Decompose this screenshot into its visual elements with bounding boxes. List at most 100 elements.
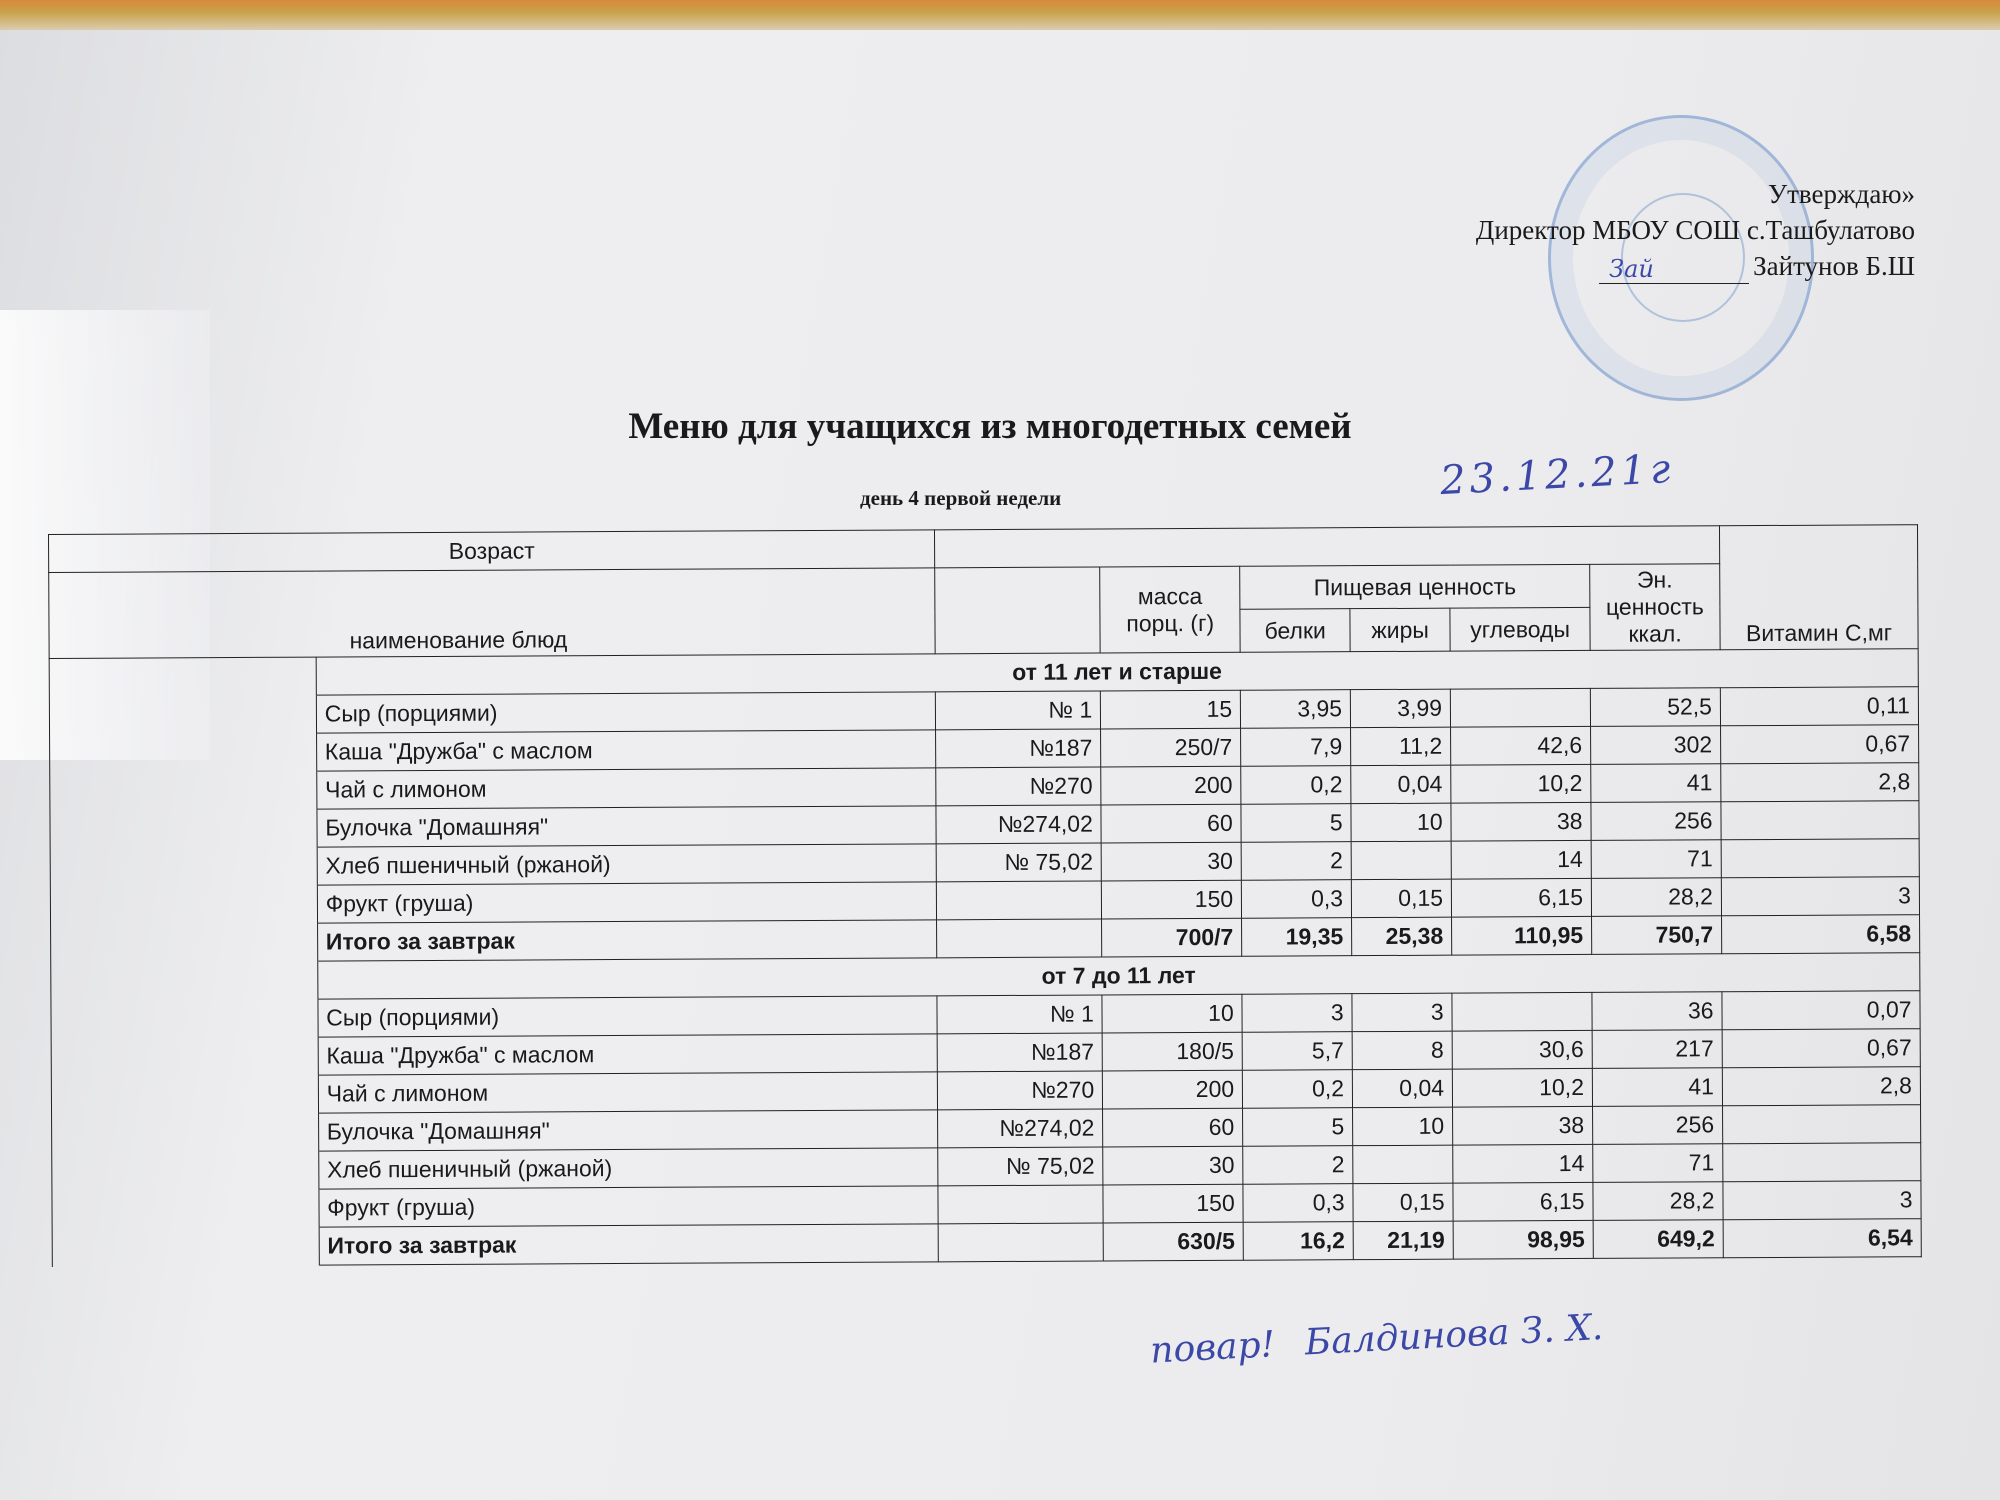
- cell-vitamin-c: 0,67: [1722, 1028, 1921, 1068]
- cell-energy: 71: [1591, 839, 1722, 879]
- header-mass: масса порц. (г): [1099, 566, 1241, 653]
- cell-vitamin-c: 0,67: [1720, 724, 1919, 764]
- cell-protein: 0,3: [1243, 1183, 1354, 1223]
- cell-energy: 28,2: [1592, 1181, 1724, 1221]
- cell-recipe: №274,02: [936, 804, 1102, 844]
- cell-recipe: [938, 1184, 1104, 1224]
- cell-fat: 3: [1352, 993, 1453, 1032]
- cell-name: Сыр (порциями): [317, 995, 938, 1038]
- cell-fat: 0,04: [1350, 765, 1452, 804]
- cell-protein: 5: [1241, 803, 1352, 843]
- cell-fat: 10: [1351, 803, 1452, 842]
- cell-protein: 5: [1242, 1107, 1353, 1147]
- cell-carbs: 10,2: [1452, 1068, 1593, 1108]
- cell-name: Фрукт (груша): [318, 1185, 939, 1228]
- blank-cell: [50, 961, 318, 1001]
- cell-carbs: 98,95: [1453, 1220, 1594, 1260]
- cell-energy: 217: [1592, 1029, 1723, 1069]
- cell-recipe: №187: [935, 728, 1102, 768]
- blank-cell: [51, 1189, 319, 1229]
- blank-cell: [49, 771, 317, 811]
- header-age: Возраст: [48, 529, 936, 573]
- cell-mass: 150: [1103, 1184, 1244, 1223]
- cell-protein: 19,35: [1241, 917, 1352, 957]
- cell-recipe: № 1: [937, 994, 1103, 1034]
- cell-protein: 0,2: [1240, 765, 1352, 805]
- cell-name: Сыр (порциями): [316, 691, 936, 734]
- cell-recipe: [938, 1222, 1104, 1262]
- cell-mass: 10: [1102, 994, 1243, 1033]
- cell-vitamin-c: 2,8: [1722, 1066, 1921, 1106]
- cell-carbs: 14: [1452, 1144, 1593, 1184]
- cell-carbs: 42,6: [1450, 726, 1591, 766]
- cell-carbs: [1452, 992, 1593, 1032]
- cell-name: Булочка "Домашняя": [316, 805, 937, 848]
- director-name: Зайтунов Б.Ш: [1753, 251, 1915, 281]
- approval-line-3: Зай Зайтунов Б.Ш: [1476, 248, 1915, 284]
- cell-vitamin-c: 0,11: [1720, 686, 1919, 726]
- cell-recipe: № 75,02: [938, 1146, 1104, 1186]
- cell-carbs: 10,2: [1450, 764, 1591, 804]
- cell-name: Хлеб пшеничный (ржаной): [318, 1147, 939, 1190]
- blank-cell: [49, 733, 317, 773]
- window-reflection: [0, 310, 210, 760]
- cell-mass: 200: [1101, 766, 1242, 805]
- cell-protein: 0,2: [1242, 1069, 1353, 1109]
- cell-vitamin-c: [1721, 838, 1920, 878]
- cell-protein: 2: [1242, 1145, 1354, 1185]
- cell-fat: 10: [1352, 1107, 1453, 1146]
- cell-fat: 25,38: [1351, 917, 1452, 956]
- header-nutrition: Пищевая ценность: [1239, 564, 1590, 610]
- cell-energy: 649,2: [1593, 1219, 1724, 1259]
- blank-cell: [50, 999, 318, 1039]
- cell-name: Каша "Дружба" с маслом: [316, 729, 937, 772]
- cell-carbs: [1450, 688, 1591, 728]
- blank-cell: [51, 1037, 319, 1077]
- signature-line: Зай: [1599, 255, 1750, 284]
- school-stamp: [1548, 115, 1814, 401]
- cell-fat: 8: [1352, 1031, 1453, 1070]
- cell-vitamin-c: 6,54: [1723, 1218, 1922, 1258]
- approval-block: Утверждаю» Директор МБОУ СОШ с.Ташбулато…: [1476, 176, 1915, 284]
- cell-recipe: №187: [937, 1032, 1103, 1072]
- cell-fat: 0,15: [1351, 879, 1452, 918]
- cell-carbs: 110,95: [1451, 916, 1592, 956]
- cell-vitamin-c: 2,8: [1720, 762, 1919, 802]
- header-vitamin-c: Витамин С,мг: [1719, 524, 1919, 650]
- cell-vitamin-c: [1722, 1104, 1921, 1144]
- cell-mass: 150: [1101, 880, 1242, 919]
- cell-protein: 0,3: [1241, 879, 1352, 919]
- cell-fat: [1352, 1145, 1453, 1184]
- cell-recipe: № 75,02: [936, 842, 1102, 882]
- cell-name: Чай с лимоном: [316, 767, 937, 810]
- stamp-inner-ring: [1621, 193, 1745, 322]
- blank-cell: [52, 1227, 320, 1267]
- cell-recipe: №274,02: [937, 1108, 1104, 1148]
- cell-vitamin-c: 6,58: [1721, 914, 1920, 954]
- blank-cell: [51, 1113, 319, 1153]
- header-protein: белки: [1240, 608, 1351, 653]
- cell-energy: 302: [1590, 725, 1721, 765]
- cell-recipe: № 1: [935, 690, 1101, 730]
- cell-carbs: 30,6: [1452, 1030, 1593, 1070]
- cell-name: Каша "Дружба" с маслом: [317, 1033, 938, 1076]
- cell-mass: 30: [1103, 1146, 1244, 1185]
- header-empty: [934, 525, 1720, 568]
- cell-energy: 41: [1590, 763, 1721, 803]
- blank-cell: [51, 1075, 319, 1115]
- cell-mass: 60: [1101, 804, 1242, 843]
- cell-mass: 60: [1102, 1108, 1243, 1147]
- header-dish-name: наименование блюд: [48, 567, 936, 659]
- approval-line-1: Утверждаю»: [1767, 179, 1915, 209]
- cell-protein: 16,2: [1243, 1221, 1354, 1261]
- cell-fat: 0,04: [1352, 1069, 1453, 1108]
- cell-fat: 3,99: [1350, 689, 1451, 728]
- cell-fat: 0,15: [1353, 1183, 1454, 1222]
- page-title: Меню для учащихся из многодетных семей: [628, 406, 1352, 447]
- cell-energy: 750,7: [1591, 915, 1722, 955]
- header-fat: жиры: [1350, 608, 1451, 652]
- cell-vitamin-c: 3: [1722, 1180, 1922, 1220]
- blank-cell: [49, 657, 317, 697]
- cell-mass: 15: [1100, 690, 1241, 729]
- cell-vitamin-c: [1720, 800, 1920, 840]
